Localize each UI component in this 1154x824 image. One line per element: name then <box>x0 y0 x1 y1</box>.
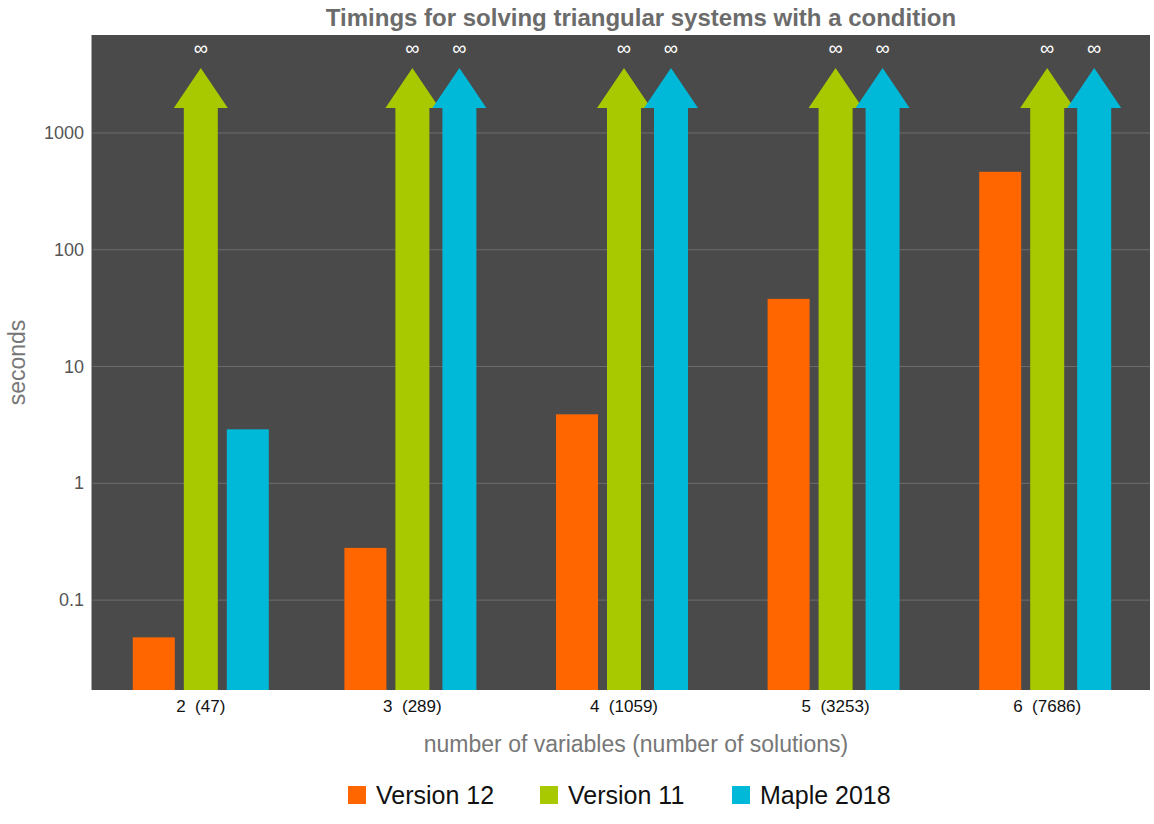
infinite-arrow <box>644 68 698 690</box>
bar <box>133 637 175 690</box>
value-label: ∞ <box>452 37 466 59</box>
legend: Version 12 Version 11 Maple 2018 <box>348 781 891 809</box>
legend-label: Maple 2018 <box>760 781 891 809</box>
value-label: ∞ <box>1040 37 1054 59</box>
bar <box>979 172 1021 690</box>
bar <box>768 299 810 690</box>
legend-label: Version 12 <box>376 781 494 809</box>
y-tick-label: 1000 <box>44 123 84 143</box>
value-label: ∞ <box>617 37 631 59</box>
value-label: ∞ <box>194 37 208 59</box>
infinite-arrow <box>1067 68 1121 690</box>
infinite-arrow <box>597 68 651 690</box>
chart: Timings for solving triangular systems w… <box>0 0 1154 824</box>
value-labels: ∞ ∞ ∞ ∞ ∞ ∞ ∞ ∞ ∞ <box>194 37 1102 59</box>
infinite-arrow <box>432 68 486 690</box>
y-tick-label: 0.1 <box>59 590 84 610</box>
plot-area <box>92 35 1150 690</box>
x-tick-label: 2 (47) <box>176 697 225 716</box>
x-axis-label: number of variables (number of solutions… <box>424 731 848 757</box>
bar <box>556 414 598 690</box>
y-tick-label: 100 <box>54 240 84 260</box>
title: Timings for solving triangular systems w… <box>326 4 956 31</box>
x-tick-label: 4 (1059) <box>590 697 658 716</box>
legend-swatch <box>348 786 366 804</box>
value-label: ∞ <box>405 37 419 59</box>
bars <box>133 68 1121 690</box>
legend-label: Version 11 <box>568 781 684 809</box>
value-label: ∞ <box>1087 37 1101 59</box>
y-tick-label: 10 <box>64 357 84 377</box>
value-label: ∞ <box>664 37 678 59</box>
x-tick-label: 5 (3253) <box>802 697 870 716</box>
infinite-arrow <box>174 68 228 690</box>
x-tick-label: 6 (7686) <box>1013 697 1081 716</box>
infinite-arrow <box>1020 68 1074 690</box>
y-tick-label: 1 <box>74 473 84 493</box>
value-label: ∞ <box>875 37 889 59</box>
y-axis-line <box>92 35 93 690</box>
legend-swatch <box>540 786 558 804</box>
infinite-arrow <box>385 68 439 690</box>
infinite-arrow <box>809 68 863 690</box>
legend-swatch <box>732 786 750 804</box>
bar <box>344 548 386 690</box>
bar <box>227 429 269 690</box>
x-tick-label: 3 (289) <box>383 697 442 716</box>
infinite-arrow <box>856 68 910 690</box>
y-axis-label: seconds <box>4 320 30 406</box>
value-label: ∞ <box>828 37 842 59</box>
